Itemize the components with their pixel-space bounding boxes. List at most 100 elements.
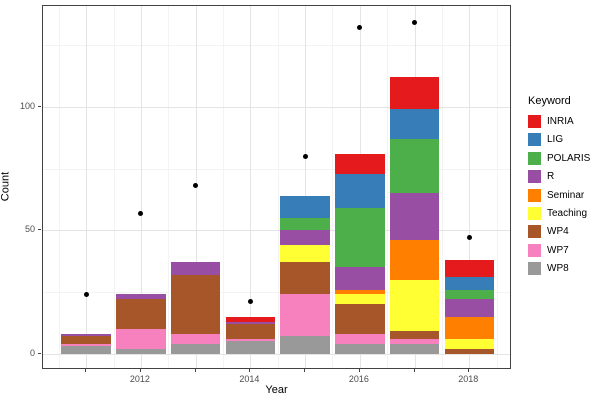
legend-label: R	[547, 171, 555, 183]
legend-item: INRIA	[528, 115, 590, 128]
bar-segment-wp4	[170, 274, 221, 334]
x-minor-gridline	[58, 6, 60, 368]
y-minor-gridline	[43, 45, 510, 47]
x-major-gridline	[86, 6, 88, 368]
x-tick-label: 2018	[458, 374, 479, 384]
bar-segment-r	[444, 299, 495, 317]
bar-segment-teaching	[280, 245, 330, 263]
bar-segment-wp7	[116, 329, 166, 349]
bar-segment-wp8	[389, 343, 440, 354]
bar-segment-wp4	[335, 304, 385, 334]
legend-item: WP8	[528, 262, 590, 276]
y-tick-label: 50	[24, 224, 35, 235]
bar-segment-inria	[389, 77, 440, 110]
legend-swatch-r	[528, 170, 541, 184]
bar-segment-wp4	[389, 331, 440, 339]
bar-segment-teaching	[444, 338, 495, 349]
bar-segment-lig	[389, 109, 440, 139]
legend-title: Keyword	[528, 95, 571, 107]
y-tick-label: 0	[29, 347, 35, 358]
bar-segment-teaching	[389, 279, 440, 332]
x-minor-gridline	[223, 6, 225, 368]
legend-swatch-polaris	[528, 151, 541, 165]
x-tick-mark	[358, 369, 360, 372]
y-minor-gridline	[43, 292, 510, 293]
legend-label: WP8	[547, 263, 569, 275]
legend-swatch-wp4	[528, 225, 541, 239]
y-tick-label: 100	[19, 100, 35, 111]
bar-segment-wp4	[116, 299, 166, 329]
bar-segment-polaris	[389, 138, 440, 194]
data-point	[412, 20, 418, 26]
bar-segment-r	[280, 230, 330, 246]
x-tick-label: 2016	[348, 374, 369, 384]
legend-items: INRIA LIG POLARIS R Seminar Teaching WP4 WP7 WP8	[528, 115, 590, 276]
x-minor-gridline	[113, 6, 115, 368]
legend-item: R	[528, 170, 590, 184]
bar-segment-inria	[335, 153, 385, 174]
legend-item: POLARIS	[528, 151, 590, 165]
y-axis-title: Count	[0, 171, 12, 202]
bar-segment-r	[225, 321, 276, 325]
x-minor-gridline	[496, 6, 498, 368]
bar-segment-wp8	[61, 346, 111, 354]
bar-segment-wp7	[61, 343, 111, 347]
y-major-gridline	[43, 353, 510, 355]
bar-segment-polaris	[444, 289, 495, 300]
x-minor-gridline	[332, 6, 334, 368]
legend-item: Seminar	[528, 188, 590, 202]
y-tick-mark	[38, 229, 41, 231]
bar-segment-teaching	[335, 294, 385, 305]
bar-segment-lig	[444, 277, 495, 290]
legend-item: LIG	[528, 133, 590, 147]
bar-segment-wp7	[225, 338, 276, 342]
bar-segment-lig	[280, 195, 330, 218]
bar-segment-wp4	[280, 262, 330, 295]
legend-item: WP7	[528, 243, 590, 257]
bar-segment-inria	[444, 259, 495, 278]
legend: Keyword INRIA LIG POLARIS R Seminar Teaching W…	[528, 95, 590, 281]
x-major-gridline	[140, 6, 142, 368]
legend-item: WP4	[528, 225, 590, 239]
bar-segment-r	[116, 294, 166, 300]
legend-label: Teaching	[547, 207, 588, 219]
data-point	[138, 210, 144, 216]
data-point	[193, 183, 199, 189]
bar-segment-polaris	[280, 217, 330, 231]
bar-segment-seminar	[444, 316, 495, 339]
x-axis-title: Year	[265, 384, 288, 396]
x-tick-mark	[85, 369, 87, 372]
y-major-gridline	[43, 230, 510, 232]
x-tick-mark	[304, 369, 306, 372]
data-point	[83, 291, 89, 297]
y-major-gridline	[43, 106, 510, 108]
bar-segment-r	[170, 262, 221, 275]
bar-segment-r	[61, 333, 111, 337]
x-major-gridline	[250, 6, 252, 368]
bar-segment-wp7	[170, 333, 221, 344]
x-minor-gridline	[441, 6, 443, 368]
bar-segment-wp8	[225, 341, 276, 354]
x-tick-mark	[194, 369, 196, 372]
x-tick-mark	[139, 369, 141, 372]
bar-segment-r	[389, 193, 440, 241]
bar-segment-wp7	[389, 338, 440, 344]
plot-panel	[42, 5, 511, 369]
legend-label: WP7	[547, 244, 569, 256]
x-major-gridline	[305, 6, 307, 368]
x-minor-gridline	[168, 6, 170, 368]
x-minor-gridline	[387, 6, 389, 368]
bar-segment-wp7	[335, 333, 385, 344]
legend-swatch-teaching	[528, 206, 541, 220]
x-tick-mark	[468, 369, 470, 372]
legend-swatch-lig	[528, 133, 541, 147]
bar-segment-r	[335, 267, 385, 290]
data-point	[466, 235, 472, 241]
legend-label: LIG	[547, 134, 564, 146]
y-minor-gridline	[43, 168, 510, 170]
bar-segment-wp8	[116, 348, 166, 354]
bar-segment-wp4	[444, 348, 495, 354]
bar-segment-seminar	[389, 240, 440, 280]
legend-label: INRIA	[547, 116, 574, 127]
bar-segment-inria	[225, 316, 276, 322]
